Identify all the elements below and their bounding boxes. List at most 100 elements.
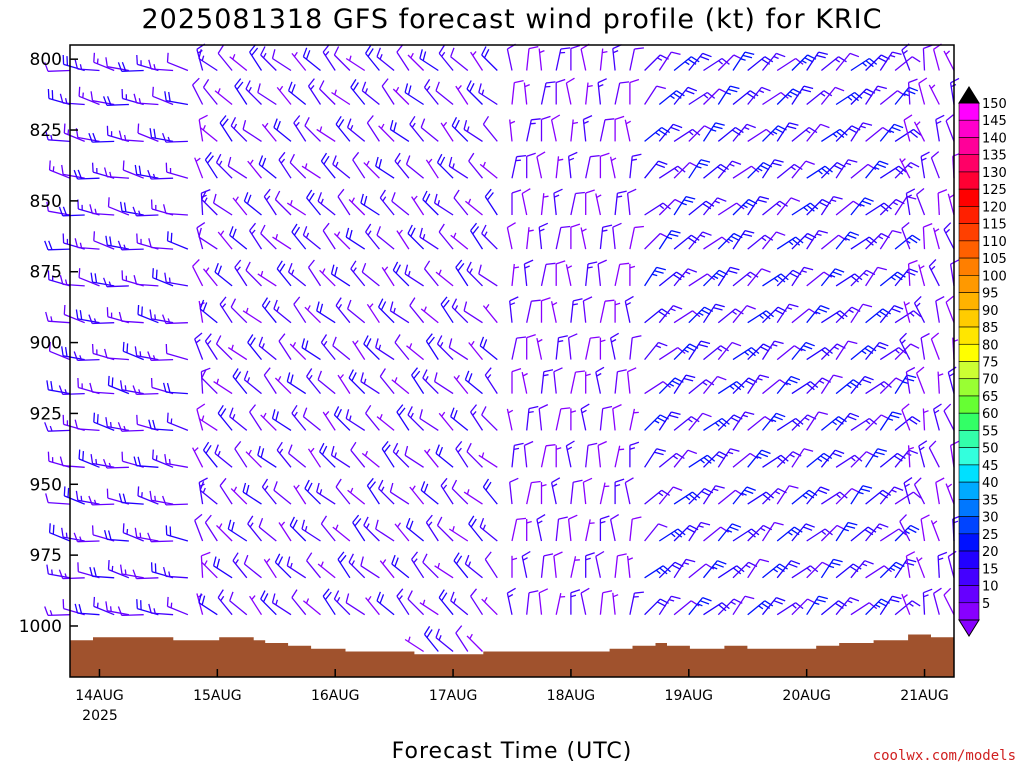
x-tick-year: 2025 <box>82 708 118 724</box>
wind-barb <box>63 123 85 143</box>
wind-barb <box>879 528 907 542</box>
wind-barb <box>747 234 774 250</box>
wind-barb <box>947 193 955 216</box>
wind-barb <box>425 333 439 360</box>
wind-barb <box>455 84 469 105</box>
colorbar-segment <box>958 447 980 466</box>
wind-barb <box>509 119 516 142</box>
wind-barb <box>200 551 211 578</box>
wind-barb <box>317 370 336 395</box>
wind-barb <box>337 374 351 394</box>
wind-barb <box>245 449 262 468</box>
wind-barb <box>409 297 425 324</box>
wind-barb <box>470 404 484 431</box>
wind-barb <box>511 442 524 468</box>
wind-barb <box>540 262 556 287</box>
wind-barb <box>903 477 913 505</box>
wind-barb <box>922 408 929 431</box>
wind-barb <box>567 514 578 542</box>
wind-barb <box>348 553 366 579</box>
wind-barb <box>717 160 742 179</box>
wind-barb <box>249 222 263 250</box>
wind-barb <box>894 310 922 324</box>
wind-barb <box>45 311 71 324</box>
wind-barb <box>511 336 527 360</box>
colorbar-segment <box>958 326 980 345</box>
wind-barb <box>703 57 730 72</box>
wind-barb <box>899 158 911 179</box>
wind-barb <box>103 167 129 179</box>
wind-barb <box>538 404 549 431</box>
wind-barb <box>865 523 889 542</box>
wind-barb <box>761 159 784 179</box>
wind-barb <box>599 337 606 360</box>
wind-barb <box>609 156 617 179</box>
wind-barb <box>316 126 336 142</box>
wind-barb <box>928 84 940 105</box>
wind-barb <box>438 223 454 250</box>
wind-barb <box>595 193 602 216</box>
wind-barb <box>907 78 918 105</box>
colorbar-segment <box>958 119 980 138</box>
wind-barb <box>132 569 159 580</box>
wind-barb <box>747 374 770 394</box>
colorbar-segment <box>958 585 980 604</box>
wind-barb <box>703 602 730 616</box>
wind-barb <box>74 238 100 250</box>
wind-barb <box>44 240 71 251</box>
wind-barb <box>152 449 174 468</box>
wind-barb <box>511 367 522 394</box>
wind-barb <box>350 79 366 105</box>
x-tick-label: 18AUG <box>547 688 596 704</box>
wind-barb <box>440 296 454 324</box>
wind-barb <box>717 232 743 250</box>
colorbar-segment <box>958 257 980 276</box>
wind-barb <box>555 407 571 431</box>
wind-barb <box>835 596 860 616</box>
wind-barb <box>835 52 860 71</box>
wind-barb <box>612 592 619 615</box>
wind-barb <box>821 128 848 142</box>
wind-barb <box>230 298 248 324</box>
wind-barb <box>717 381 745 395</box>
wind-barb <box>894 162 920 179</box>
wind-barb <box>199 481 218 505</box>
wind-barb <box>555 260 566 286</box>
wind-barb <box>271 593 292 616</box>
wind-barb <box>389 120 410 142</box>
wind-barb <box>215 153 233 179</box>
wind-barb <box>791 448 814 468</box>
wind-barb <box>366 115 380 142</box>
wind-barb <box>935 477 945 505</box>
wind-barb <box>332 155 351 179</box>
wind-barb <box>806 51 828 71</box>
wind-barb <box>260 46 277 71</box>
wind-barb <box>243 554 262 579</box>
wind-barb <box>835 454 863 468</box>
wind-barb <box>263 367 277 394</box>
wind-barb <box>44 62 71 72</box>
wind-barb <box>289 153 307 179</box>
wind-barb <box>658 123 683 142</box>
wind-barb <box>540 369 554 394</box>
wind-barb <box>747 128 775 142</box>
wind-barb <box>48 523 71 542</box>
wind-barb <box>673 600 700 616</box>
wind-barb <box>703 345 729 361</box>
wind-barb <box>482 115 498 142</box>
wind-barb <box>194 332 204 360</box>
wind-barb <box>363 516 380 542</box>
wind-barb <box>894 600 921 616</box>
wind-barb <box>550 477 561 505</box>
wind-barb <box>137 123 159 143</box>
wind-barb <box>302 226 321 250</box>
wind-barb <box>567 151 578 179</box>
wind-barb <box>464 370 483 395</box>
wind-barb <box>337 188 351 216</box>
wind-barb <box>624 295 634 323</box>
wind-barb <box>762 200 788 216</box>
wind-barb <box>453 552 469 579</box>
wind-barb <box>644 85 666 105</box>
wind-barb <box>286 200 307 216</box>
wind-barb <box>511 154 527 179</box>
